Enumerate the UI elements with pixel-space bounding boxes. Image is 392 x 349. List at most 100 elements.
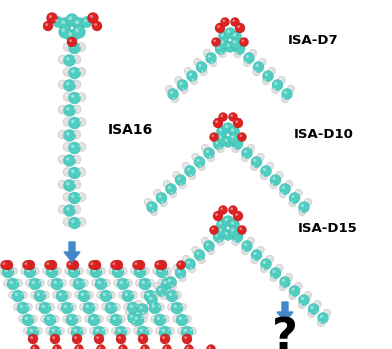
Circle shape bbox=[92, 21, 102, 31]
Circle shape bbox=[227, 30, 230, 33]
Circle shape bbox=[304, 198, 312, 206]
Circle shape bbox=[58, 329, 60, 331]
Circle shape bbox=[22, 260, 31, 269]
Circle shape bbox=[142, 293, 145, 295]
Circle shape bbox=[110, 269, 113, 271]
Circle shape bbox=[63, 142, 72, 151]
Circle shape bbox=[238, 228, 245, 236]
Circle shape bbox=[63, 193, 72, 201]
Circle shape bbox=[220, 17, 229, 27]
Circle shape bbox=[142, 267, 149, 275]
Circle shape bbox=[298, 208, 306, 216]
Circle shape bbox=[147, 279, 154, 287]
Circle shape bbox=[63, 92, 72, 102]
Circle shape bbox=[90, 266, 102, 278]
Circle shape bbox=[232, 20, 235, 22]
Circle shape bbox=[91, 303, 98, 311]
Circle shape bbox=[310, 306, 314, 309]
Circle shape bbox=[177, 80, 188, 90]
Circle shape bbox=[233, 240, 236, 242]
Circle shape bbox=[162, 315, 169, 323]
Circle shape bbox=[120, 347, 123, 349]
Circle shape bbox=[108, 305, 111, 308]
Circle shape bbox=[162, 336, 165, 339]
Circle shape bbox=[17, 302, 29, 314]
Circle shape bbox=[278, 173, 279, 175]
Circle shape bbox=[47, 303, 54, 311]
Circle shape bbox=[174, 291, 181, 299]
Circle shape bbox=[152, 267, 160, 275]
Circle shape bbox=[268, 164, 270, 166]
Circle shape bbox=[234, 44, 245, 54]
Circle shape bbox=[295, 282, 302, 290]
Circle shape bbox=[118, 315, 125, 323]
Circle shape bbox=[111, 260, 120, 269]
Circle shape bbox=[109, 267, 116, 275]
Circle shape bbox=[136, 279, 143, 287]
Circle shape bbox=[201, 144, 209, 152]
Circle shape bbox=[234, 50, 241, 58]
Circle shape bbox=[233, 40, 236, 44]
Circle shape bbox=[308, 304, 319, 314]
Circle shape bbox=[130, 305, 133, 308]
Circle shape bbox=[77, 92, 86, 102]
Circle shape bbox=[161, 278, 173, 290]
Circle shape bbox=[223, 122, 234, 134]
Circle shape bbox=[96, 291, 105, 299]
Circle shape bbox=[120, 281, 123, 284]
Circle shape bbox=[231, 221, 234, 224]
Circle shape bbox=[249, 49, 257, 57]
Circle shape bbox=[61, 302, 73, 314]
Circle shape bbox=[64, 291, 71, 299]
Circle shape bbox=[66, 182, 69, 186]
Circle shape bbox=[77, 142, 86, 151]
Circle shape bbox=[196, 252, 200, 255]
Circle shape bbox=[118, 344, 127, 349]
Circle shape bbox=[10, 293, 13, 295]
Circle shape bbox=[131, 319, 139, 327]
Circle shape bbox=[42, 305, 45, 308]
Circle shape bbox=[12, 290, 24, 302]
Circle shape bbox=[73, 17, 85, 30]
Circle shape bbox=[147, 293, 150, 296]
Circle shape bbox=[105, 302, 117, 314]
Circle shape bbox=[47, 317, 50, 320]
Circle shape bbox=[56, 290, 68, 302]
Circle shape bbox=[27, 269, 30, 272]
Circle shape bbox=[209, 133, 218, 141]
Circle shape bbox=[223, 215, 234, 227]
Circle shape bbox=[254, 70, 256, 72]
Circle shape bbox=[10, 281, 13, 284]
Circle shape bbox=[271, 183, 274, 185]
Circle shape bbox=[213, 40, 220, 48]
Circle shape bbox=[114, 269, 118, 272]
Circle shape bbox=[65, 95, 67, 97]
Circle shape bbox=[36, 293, 40, 296]
Circle shape bbox=[46, 266, 58, 278]
Circle shape bbox=[80, 303, 87, 311]
Circle shape bbox=[127, 311, 129, 313]
Circle shape bbox=[148, 281, 151, 283]
Circle shape bbox=[211, 135, 218, 143]
Circle shape bbox=[20, 267, 29, 275]
Circle shape bbox=[134, 262, 137, 265]
Circle shape bbox=[96, 315, 103, 323]
Circle shape bbox=[96, 329, 99, 332]
Circle shape bbox=[87, 267, 94, 275]
Circle shape bbox=[129, 315, 136, 323]
Circle shape bbox=[240, 134, 242, 137]
Circle shape bbox=[114, 305, 116, 307]
Circle shape bbox=[62, 315, 71, 323]
Circle shape bbox=[93, 326, 105, 338]
Circle shape bbox=[25, 279, 33, 287]
Circle shape bbox=[64, 129, 76, 141]
Circle shape bbox=[25, 329, 27, 331]
Circle shape bbox=[113, 303, 120, 311]
Circle shape bbox=[184, 164, 186, 166]
Circle shape bbox=[82, 281, 85, 283]
Circle shape bbox=[2, 262, 5, 265]
Circle shape bbox=[115, 262, 118, 265]
Circle shape bbox=[290, 201, 292, 203]
Circle shape bbox=[113, 260, 123, 270]
Circle shape bbox=[205, 51, 207, 53]
